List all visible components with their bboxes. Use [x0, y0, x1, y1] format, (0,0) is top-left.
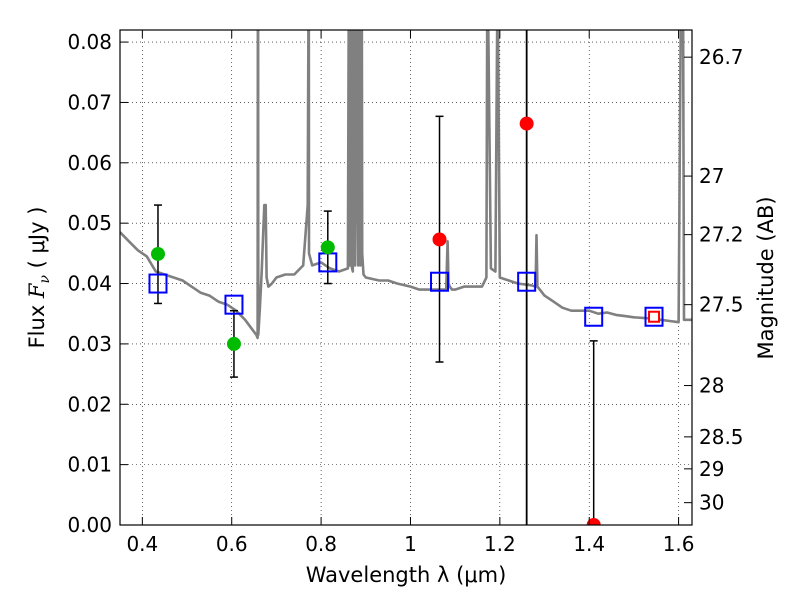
mag-tick-label: 28: [699, 374, 724, 398]
x-tick-label: 1: [404, 532, 417, 556]
mag-tick-label: 27.2: [699, 223, 744, 247]
y-tick-label: 0.01: [67, 453, 112, 477]
detection-point: [320, 240, 335, 255]
nondetection-point: [432, 232, 447, 247]
mag-tick-label: 30: [699, 491, 724, 515]
y-tick-label: 0.03: [67, 332, 112, 356]
mag-tick-label: 28.5: [699, 425, 744, 449]
detection-point: [226, 336, 241, 351]
x-tick-label: 1.4: [573, 532, 605, 556]
y-axis-label: Flux Fν ( μJy ): [25, 207, 53, 349]
mag-tick-label: 26.7: [699, 45, 744, 69]
y-tick-label: 0.07: [67, 90, 112, 114]
x-tick-label: 1.6: [663, 532, 695, 556]
mag-tick-label: 29: [699, 457, 724, 481]
x-tick-label: 0.8: [305, 532, 337, 556]
model-photometry-square: [430, 271, 450, 292]
x-tick-label: 1.2: [484, 532, 516, 556]
grid: [120, 30, 692, 526]
data-marks: [120, 30, 692, 525]
y-tick-label: 0.00: [67, 513, 112, 537]
model-photometry-square: [148, 273, 168, 294]
axis-ticks: 0.4 0.6 0.8 1 1.2 1.4 1.6 0.00 0.01 0.02 0.03 0.04 0…: [67, 30, 744, 556]
model-photometry-square: [644, 306, 664, 327]
nondetection-point: [586, 518, 601, 525]
y-tick-label: 0.04: [67, 272, 112, 296]
spectrum-line: [120, 30, 692, 340]
y-tick-label: 0.02: [67, 392, 112, 416]
model-photometry-square: [224, 294, 244, 315]
x-tick-label: 0.4: [126, 532, 158, 556]
x-axis-label: Wavelength λ (μm): [306, 563, 507, 587]
y2-axis-label: Magnitude (AB): [754, 196, 778, 359]
detection-point: [150, 246, 165, 261]
mag-tick-label: 27.5: [699, 293, 744, 317]
y-tick-label: 0.08: [67, 30, 112, 54]
y-tick-label: 0.05: [67, 211, 112, 235]
y-tick-label: 0.06: [67, 151, 112, 175]
model-photometry-square: [517, 271, 537, 292]
plot-frame: [119, 29, 693, 526]
nondetection-point-inner: [650, 312, 659, 321]
model-photometry-square: [584, 306, 604, 327]
x-tick-label: 0.6: [216, 532, 248, 556]
nondetection-point: [519, 116, 534, 131]
mag-tick-label: 27: [699, 164, 724, 188]
